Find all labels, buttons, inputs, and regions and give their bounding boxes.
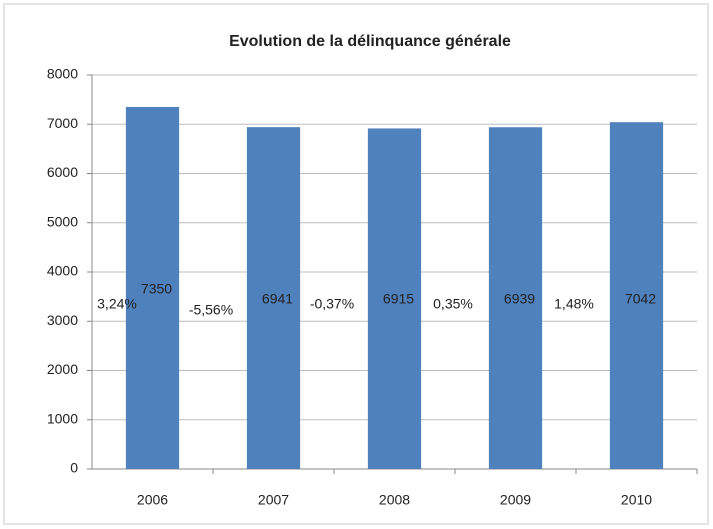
bar — [367, 128, 422, 469]
y-tick-label: 7000 — [47, 115, 78, 131]
data-label: 6941 — [262, 291, 293, 307]
data-label: 6939 — [504, 291, 535, 307]
data-label: 7042 — [625, 291, 656, 307]
x-tick-label: 2009 — [500, 492, 531, 508]
annotation: -5,56% — [189, 302, 233, 318]
x-tick-label: 2007 — [258, 492, 289, 508]
y-tick-label: 0 — [70, 460, 78, 476]
annotation: 3,24% — [97, 296, 137, 312]
y-tick-label: 4000 — [47, 263, 78, 279]
bar — [609, 122, 664, 469]
y-tick-label: 5000 — [47, 213, 78, 229]
chart-frame — [3, 3, 709, 525]
bar — [488, 127, 543, 470]
chart-title: Evolution de la délinquance générale — [229, 33, 511, 50]
bar — [125, 107, 180, 469]
data-label: 7350 — [141, 281, 172, 297]
y-tick-label: 1000 — [47, 410, 78, 426]
data-label: 6915 — [383, 291, 414, 307]
annotation: 1,48% — [554, 296, 594, 312]
x-tick-label: 2006 — [137, 492, 168, 508]
annotation: 0,35% — [433, 296, 473, 312]
annotation: -0,37% — [310, 296, 354, 312]
x-tick-label: 2010 — [621, 492, 652, 508]
y-tick-label: 8000 — [47, 66, 78, 82]
y-tick-label: 2000 — [47, 361, 78, 377]
y-tick-label: 3000 — [47, 312, 78, 328]
x-tick-label: 2008 — [379, 492, 410, 508]
y-tick-label: 6000 — [47, 164, 78, 180]
bar — [246, 127, 301, 469]
